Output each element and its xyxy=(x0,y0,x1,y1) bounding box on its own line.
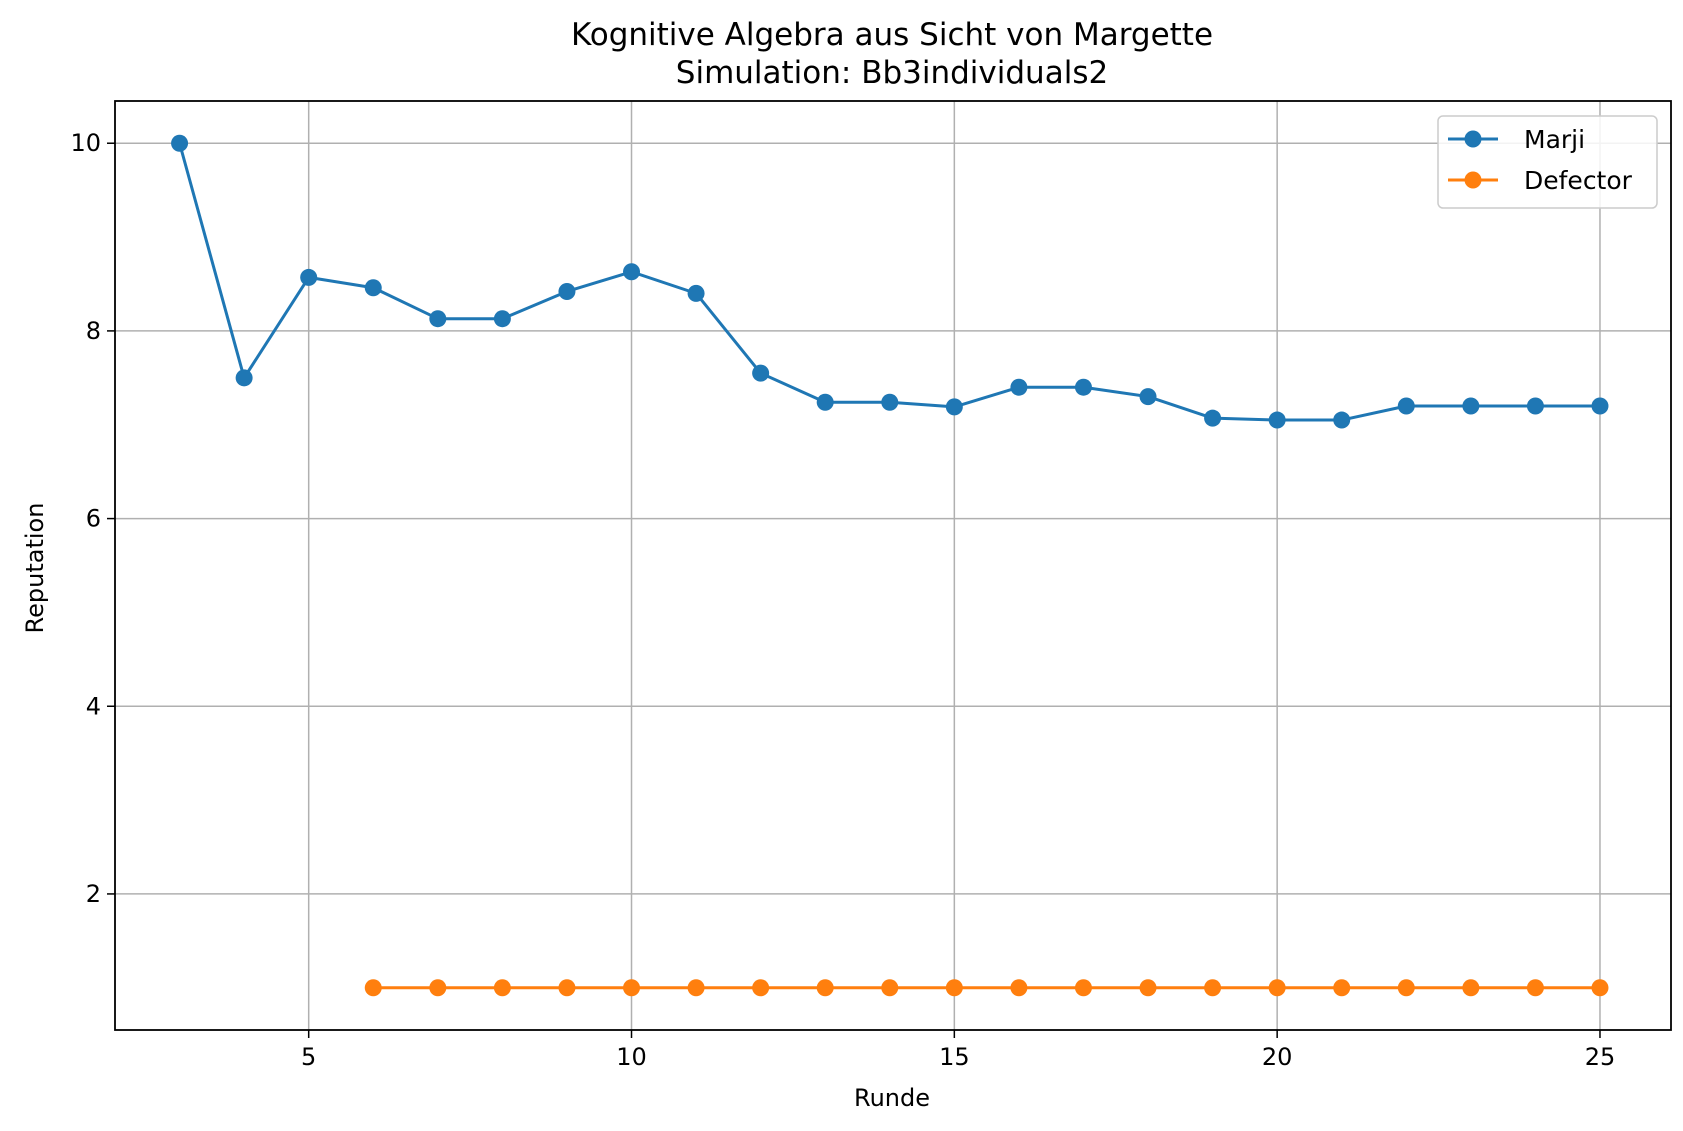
data-point-marji xyxy=(623,263,641,281)
data-point-marji xyxy=(1139,388,1157,406)
y-axis-label: Reputation xyxy=(21,503,49,634)
data-point-defector xyxy=(1526,979,1544,997)
data-point-marji xyxy=(171,134,189,152)
series-defector xyxy=(364,979,1609,997)
data-point-marji xyxy=(1397,397,1415,415)
data-point-defector xyxy=(687,979,705,997)
data-point-marji xyxy=(1204,409,1222,427)
chart-title: Kognitive Algebra aus Sicht von Margette xyxy=(571,17,1213,53)
legend-entry-defector: Defector xyxy=(1448,166,1633,195)
data-point-marji xyxy=(881,393,899,411)
y-tick-label: 6 xyxy=(86,505,101,533)
data-point-defector xyxy=(1139,979,1157,997)
x-axis-label: Runde xyxy=(854,1084,930,1112)
data-point-marji xyxy=(1591,397,1609,415)
data-point-defector xyxy=(493,979,511,997)
x-tick-label: 20 xyxy=(1262,1043,1293,1071)
legend-swatch-marker xyxy=(1464,130,1482,148)
y-tick-label: 4 xyxy=(86,692,101,720)
data-point-defector xyxy=(881,979,899,997)
data-point-marji xyxy=(235,369,253,387)
data-point-defector xyxy=(1462,979,1480,997)
data-point-defector xyxy=(429,979,447,997)
x-axis-ticks: 5 10 15 20 25 xyxy=(301,1030,1615,1071)
data-point-marji xyxy=(752,364,770,382)
series-marji xyxy=(171,134,1609,429)
data-point-defector xyxy=(945,979,963,997)
data-point-defector xyxy=(1010,979,1028,997)
data-point-defector xyxy=(1397,979,1415,997)
data-point-defector xyxy=(816,979,834,997)
data-point-marji xyxy=(945,398,963,416)
data-point-marji xyxy=(1010,378,1028,396)
data-point-marji xyxy=(1268,411,1286,429)
data-point-marji xyxy=(300,268,318,286)
data-point-marji xyxy=(816,393,834,411)
legend-label: Defector xyxy=(1524,166,1633,195)
y-axis-ticks: 2 4 6 8 10 xyxy=(70,129,115,908)
x-tick-label: 5 xyxy=(301,1043,316,1071)
x-tick-label: 15 xyxy=(939,1043,970,1071)
grid xyxy=(115,101,1671,1030)
plot-area-frame xyxy=(114,100,1672,1031)
legend: Marji Defector xyxy=(1437,115,1658,209)
data-point-defector xyxy=(1074,979,1092,997)
data-point-defector xyxy=(364,979,382,997)
data-point-marji xyxy=(1333,411,1351,429)
data-point-defector xyxy=(623,979,641,997)
data-point-marji xyxy=(687,284,705,302)
data-point-marji xyxy=(429,310,447,328)
data-point-marji xyxy=(1074,378,1092,396)
data-point-marji xyxy=(493,310,511,328)
y-tick-label: 10 xyxy=(70,129,101,157)
legend-entry-marji: Marji xyxy=(1448,125,1585,154)
x-tick-label: 25 xyxy=(1585,1043,1616,1071)
data-point-marji xyxy=(558,282,576,300)
data-point-defector xyxy=(752,979,770,997)
chart-subtitle: Simulation: Bb3individuals2 xyxy=(676,55,1108,91)
y-tick-label: 2 xyxy=(86,880,101,908)
legend-swatch-marker xyxy=(1464,171,1482,189)
data-point-defector xyxy=(1591,979,1609,997)
data-point-marji xyxy=(1526,397,1544,415)
data-point-defector xyxy=(1268,979,1286,997)
data-point-defector xyxy=(1204,979,1222,997)
data-point-marji xyxy=(1462,397,1480,415)
data-point-defector xyxy=(558,979,576,997)
y-tick-label: 8 xyxy=(86,317,101,345)
data-point-defector xyxy=(1333,979,1351,997)
x-tick-label: 10 xyxy=(616,1043,647,1071)
plot-series xyxy=(171,134,1609,997)
data-point-marji xyxy=(364,279,382,297)
legend-label: Marji xyxy=(1524,125,1585,154)
